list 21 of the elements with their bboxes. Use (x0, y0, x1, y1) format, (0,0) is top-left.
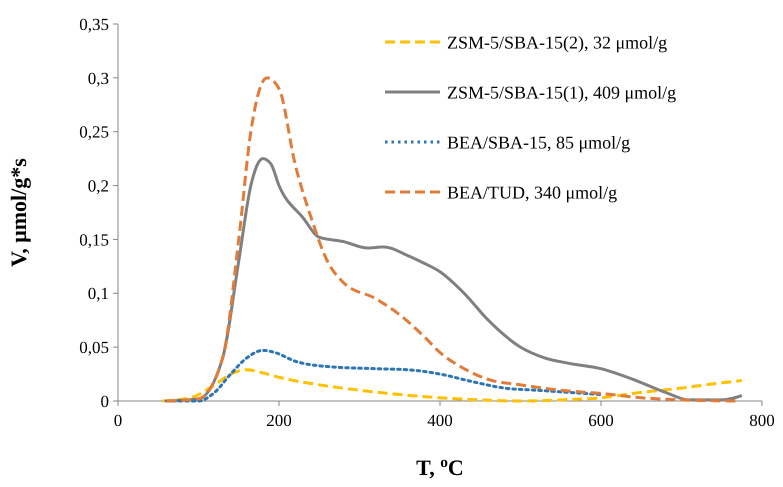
x-tick-label: 800 (749, 411, 775, 430)
y-tick-label: 0,05 (79, 338, 109, 358)
line-series (160, 368, 744, 402)
y-tick-label: 0,15 (79, 230, 109, 250)
legend-label: ZSM-5/SBA-15(1), 409 μmol/g (447, 82, 676, 102)
legend-label: BEA/TUD, 340 μmol/g (447, 182, 618, 202)
y-tick-label: 0,3 (88, 68, 109, 88)
y-tick-label: 0,25 (79, 122, 109, 142)
line-series (164, 348, 602, 402)
x-tick-label: 0 (114, 411, 122, 430)
y-axis-title: V, μmol/g*s (6, 158, 31, 267)
x-axis-title: T, $^{o}$C (416, 454, 464, 480)
x-tick-label: 200 (266, 411, 292, 430)
legend-label: BEA/SBA-15, 85 μmol/g (447, 132, 630, 152)
x-tick-label: 400 (427, 411, 453, 430)
y-tick-label: 0,35 (79, 14, 109, 34)
y-tick-label: 0,1 (88, 284, 109, 304)
y-tick-label: 0 (100, 392, 109, 411)
legend-label: ZSM-5/SBA-15(2), 32 μmol/g (447, 32, 668, 52)
x-tick-label: 600 (588, 411, 614, 430)
y-tick-label: 0,2 (88, 176, 109, 196)
